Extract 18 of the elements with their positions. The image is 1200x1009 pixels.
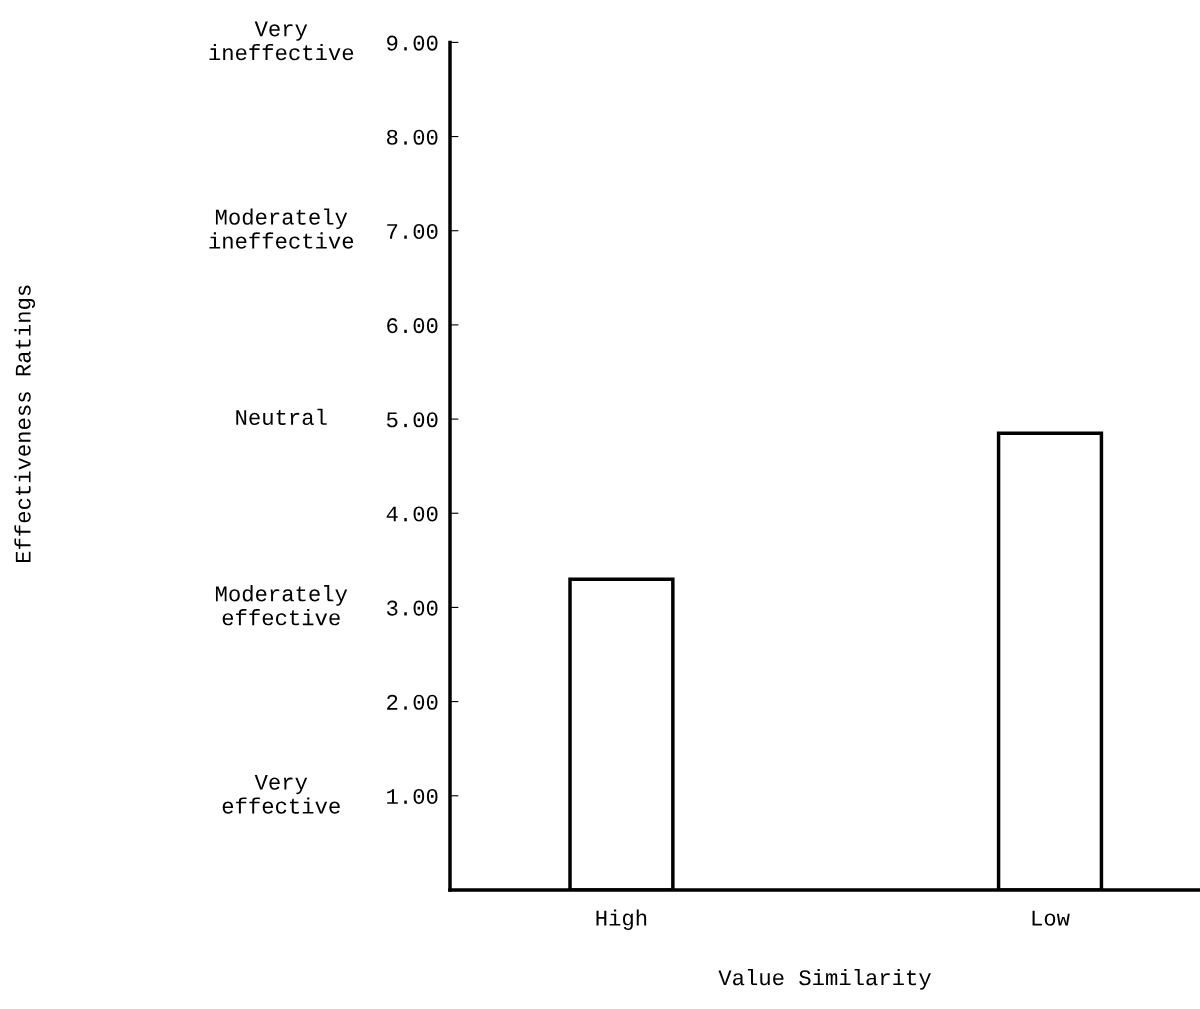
text: Very effective — [222, 774, 340, 814]
text: Very ineffective — [209, 21, 354, 61]
x-tick-label: Low — [1032, 910, 1070, 926]
y-tick-label: 5.00 — [386, 412, 438, 428]
y-tick-label: 3.00 — [386, 600, 438, 616]
y-tick-label: 9.00 — [387, 35, 438, 51]
y-tick-label: 8.00 — [386, 129, 438, 145]
y-tick-label: 2.00 — [387, 694, 438, 710]
y-tick-label: 4.00 — [386, 506, 438, 522]
y-tick-label: 7.00 — [387, 223, 438, 239]
text: Neutral — [236, 408, 327, 426]
text: Effectiveness Ratings — [14, 285, 36, 563]
text: Moderately ineffective — [209, 208, 354, 249]
text: Moderately effective — [215, 585, 348, 626]
y-tick-label: 6.00 — [387, 318, 438, 334]
y-tick-label: 1.00 — [387, 788, 438, 805]
x-axis-title: Value Similarity — [718, 968, 931, 990]
x-tick-label: High — [596, 909, 647, 931]
